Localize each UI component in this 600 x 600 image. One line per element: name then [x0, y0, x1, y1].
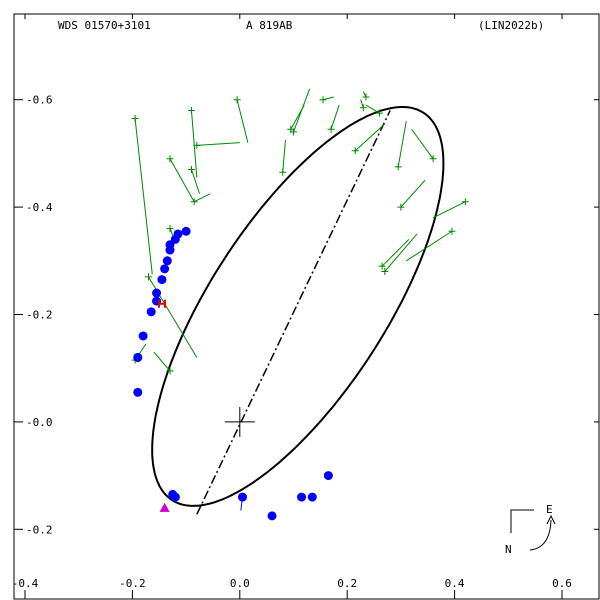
micrometer-residual [381, 238, 410, 267]
micrometer-point [166, 155, 174, 163]
speckle-point [170, 492, 180, 502]
micrometer-residual [405, 230, 453, 262]
speckle-point [267, 511, 277, 521]
orbit-layer [151, 106, 445, 515]
compass-north-label: N [505, 543, 512, 556]
micrometer-point [359, 104, 367, 112]
speckle-point [133, 387, 143, 397]
y-tick-label: -0.2 [26, 309, 53, 322]
micrometer-point [131, 114, 139, 122]
speckle-point [157, 275, 167, 285]
micrometer-residual [153, 351, 171, 372]
axes-layer: -0.4 -0.2 0.0 0.2 0.4 0.6 -0.2 -0.0 -0.2 -0.4 -0.6 [12, 14, 599, 599]
speckle-point [307, 492, 317, 502]
micrometer-point [166, 225, 174, 233]
micrometer-residual [384, 233, 418, 272]
micrometer-point [327, 125, 335, 133]
speckle-point [146, 307, 156, 317]
micrometer-residual [432, 201, 466, 219]
compass-axes [510, 509, 534, 533]
micrometer-residual [169, 158, 195, 202]
micrometer-residual [330, 104, 340, 130]
y-tick-label: -0.2 [26, 523, 53, 536]
micrometer-point [193, 141, 201, 149]
x-tick-label: 0.0 [230, 577, 250, 590]
micrometer-residual [193, 193, 211, 203]
micrometer-point [233, 96, 241, 104]
micrometer-point [145, 273, 153, 281]
micrometer-point [166, 367, 174, 375]
x-tick-label: -0.2 [119, 577, 146, 590]
micrometer-point [351, 147, 359, 155]
y-tick-label: -0.4 [26, 201, 53, 214]
plot-frame [13, 13, 600, 600]
triangle-marker [159, 502, 170, 512]
micrometer-residual [290, 104, 305, 130]
micrometer-residual [354, 123, 386, 152]
speckle-point [160, 264, 170, 274]
x-tick-label: -0.4 [12, 577, 39, 590]
micrometer-residual [190, 110, 198, 178]
speckle-point [165, 240, 175, 250]
micrometer-residual [196, 142, 240, 146]
micrometer-point [375, 109, 383, 117]
micrometer-point [448, 227, 456, 235]
micrometer-point [381, 268, 389, 276]
speckle-point [162, 256, 172, 266]
speckle-point [152, 288, 162, 298]
compass-east-label: E [546, 503, 553, 516]
micrometer-point [187, 166, 195, 174]
micrometer-residual [236, 99, 249, 143]
micrometer-residual [190, 169, 200, 194]
speckle-point [138, 331, 148, 341]
micrometer-residual [411, 128, 434, 160]
reference-label: (LIN2022b) [478, 19, 544, 32]
micrometer-point [187, 106, 195, 114]
x-tick-label: 0.6 [552, 577, 572, 590]
speckle-point [133, 352, 143, 362]
compass-arrowhead [546, 514, 556, 525]
micrometer-residual [400, 179, 426, 208]
wds-label: WDS 01570+3101 [58, 19, 151, 32]
micrometer-residual [365, 104, 380, 114]
micrometer-point [429, 155, 437, 163]
speckle-residual [240, 497, 243, 511]
y-tick-label: -0.6 [26, 94, 53, 107]
red-marker [157, 299, 166, 308]
micrometer-point [287, 125, 295, 133]
micrometer-residual [282, 139, 286, 173]
speckle-point [181, 226, 191, 236]
micrometer-point [362, 93, 370, 101]
micrometer-point [397, 203, 405, 211]
speckle-point [297, 492, 307, 502]
speckle-point [323, 471, 333, 481]
x-tick-label: 0.4 [445, 577, 465, 590]
y-tick-label: -0.0 [26, 416, 53, 429]
orbit-ellipse [151, 106, 445, 507]
micrometer-point [190, 198, 198, 206]
micrometer-point [394, 163, 402, 171]
micrometer-point [378, 262, 386, 270]
compass-arrow [529, 519, 552, 551]
micrometer-point [319, 96, 327, 104]
micrometer-residual [134, 118, 153, 275]
pair-label: A 819AB [246, 19, 293, 32]
compass-rose: E N [505, 503, 556, 556]
micrometer-point [279, 168, 287, 176]
micrometer-point [461, 198, 469, 206]
speckle-point [173, 229, 183, 239]
micrometer-residual [397, 121, 407, 167]
observations-layer [131, 88, 469, 521]
line-of-nodes [196, 110, 391, 515]
x-tick-label: 0.2 [337, 577, 357, 590]
